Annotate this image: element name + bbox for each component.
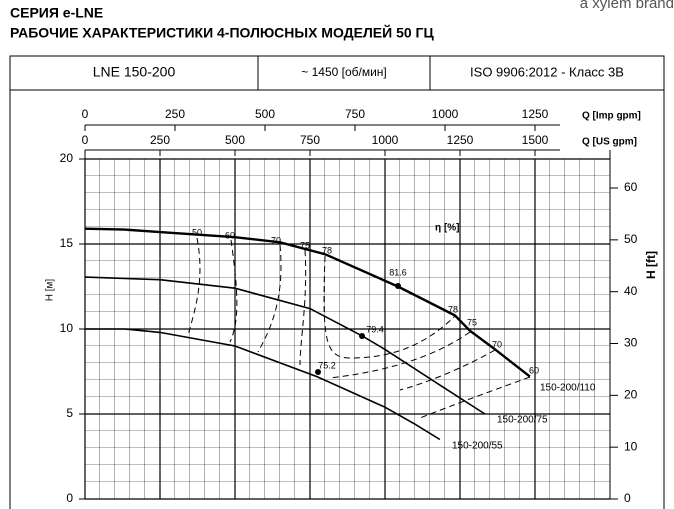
x2-tick-label: 500 xyxy=(255,107,275,121)
y-tick-label: 0 xyxy=(66,491,73,505)
x2-tick-label: 1000 xyxy=(432,107,459,121)
efficiency-label: 60 xyxy=(225,230,235,240)
efficiency-label: 75 xyxy=(467,317,477,327)
efficiency-label: 50 xyxy=(192,227,202,237)
y-axis-label: H [м] xyxy=(45,279,56,302)
x2-tick-label: 0 xyxy=(82,107,89,121)
x2-axis-label: Q [Imp gpm] xyxy=(582,111,641,122)
y2-tick-label: 60 xyxy=(624,180,638,194)
x-tick-label: 500 xyxy=(225,133,245,147)
efficiency-line xyxy=(257,244,282,353)
efficiency-line xyxy=(229,239,238,343)
x2-tick-label: 750 xyxy=(345,107,365,121)
efficiency-label: 75 xyxy=(300,240,310,250)
chart-subtitle: РАБОЧИЕ ХАРАКТЕРИСТИКИ 4-ПОЛЮСНЫХ МОДЕЛЕ… xyxy=(10,24,434,41)
efficiency-line xyxy=(329,331,471,379)
y2-tick-label: 30 xyxy=(624,336,638,350)
x-tick-label: 750 xyxy=(300,133,320,147)
header-standard: ISO 9906:2012 - Класс 3B xyxy=(470,64,624,79)
x-tick-label: 0 xyxy=(82,133,89,147)
header-speed: ~ 1450 [об/мин] xyxy=(301,65,387,79)
efficiency-line xyxy=(187,237,201,336)
efficiency-label: 78 xyxy=(322,245,332,255)
y2-tick-label: 0 xyxy=(624,491,631,505)
x-tick-label: 1000 xyxy=(372,133,399,147)
efficiency-label: 60 xyxy=(529,365,539,375)
y2-tick-label: 50 xyxy=(624,232,638,246)
x-tick-label: 1500 xyxy=(522,133,549,147)
curve-label: 150-200/75 xyxy=(497,415,548,426)
y-tick-label: 20 xyxy=(60,151,74,165)
x2-tick-label: 1250 xyxy=(522,107,549,121)
efficiency-label: 70 xyxy=(492,339,502,349)
header-model: LNE 150-200 xyxy=(93,64,176,80)
y2-tick-label: 40 xyxy=(624,284,638,298)
brand: a xylem brand xyxy=(580,0,674,12)
y2-tick-label: 20 xyxy=(624,388,638,402)
efficiency-label: 78 xyxy=(448,304,458,314)
pump-curve xyxy=(84,276,486,415)
curve-label: 150-200/110 xyxy=(540,383,596,394)
efficiency-label: 81.6 xyxy=(389,267,407,277)
y2-axis-label: H [ft] xyxy=(644,251,658,279)
curve-label: 150-200/55 xyxy=(452,441,503,452)
x2-tick-label: 250 xyxy=(165,107,185,121)
pump-curve xyxy=(85,328,441,441)
x-tick-label: 250 xyxy=(150,133,170,147)
efficiency-label: 75.2 xyxy=(318,360,336,370)
y2-tick-label: 10 xyxy=(624,439,638,453)
best-efficiency-point xyxy=(315,369,321,375)
frame xyxy=(9,55,665,509)
efficiency-title: η [%] xyxy=(435,223,459,234)
pump-curve xyxy=(84,227,531,378)
chart-title: СЕРИЯ e-LNE xyxy=(10,5,103,21)
efficiency-label: 79.4 xyxy=(366,324,384,334)
efficiency-line xyxy=(399,349,496,391)
y-tick-label: 5 xyxy=(66,406,73,420)
efficiency-label: 70 xyxy=(271,235,281,245)
efficiency-line xyxy=(299,249,307,366)
x-axis-label: Q [US gpm] xyxy=(582,137,637,148)
x-tick-label: 1250 xyxy=(447,133,474,147)
y-tick-label: 15 xyxy=(60,236,74,250)
y-tick-label: 10 xyxy=(60,321,74,335)
